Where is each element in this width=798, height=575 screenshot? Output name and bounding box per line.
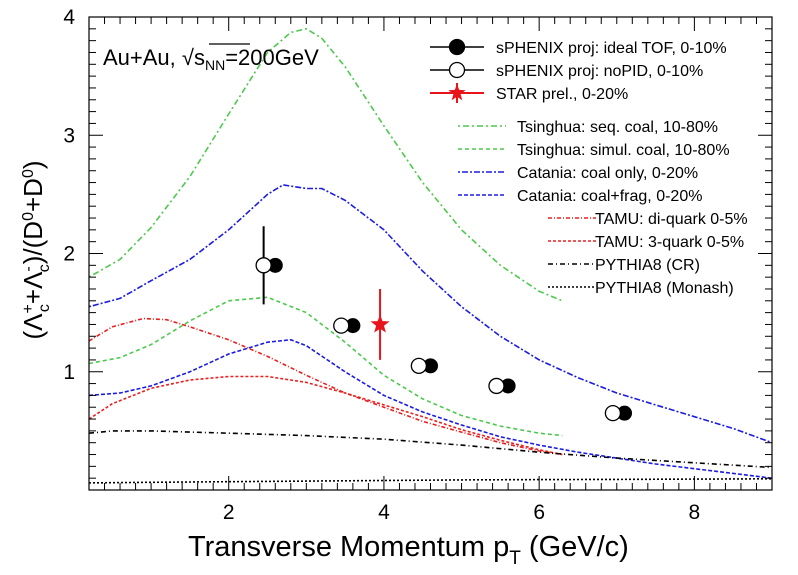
annotation-sub: NN bbox=[205, 57, 225, 73]
y-tick-label: 2 bbox=[63, 243, 75, 266]
x-axis-title-main: Transverse Momentum p bbox=[188, 531, 509, 563]
curve-pythia8-cr bbox=[88, 430, 773, 469]
markers-layer bbox=[255, 226, 633, 422]
y-axis-title: (Λ+c+Λ-c)/(D0+D0) bbox=[18, 160, 53, 339]
legend-marker-star-prel-0-20 bbox=[448, 84, 466, 101]
curve-tamu-3-quark-0-5 bbox=[88, 375, 563, 456]
legend: sPHENIX proj: ideal TOF, 0-10% sPHENIX pr… bbox=[430, 38, 748, 297]
legend-label-pythia8-monash: PYTHIA8 (Monash) bbox=[595, 280, 734, 297]
point-sphenix-proj-ideal-tof-0-10 bbox=[423, 358, 438, 374]
curve-catania-coal-only-0-20 bbox=[88, 184, 773, 444]
point-sphenix-proj-nopid-0-10 bbox=[410, 357, 428, 374]
legend-label-pythia8-cr: PYTHIA8 (CR) bbox=[595, 257, 700, 274]
point-star-prel-0-20 bbox=[370, 314, 390, 333]
axis-ticks: 2 4 6 8 1 2 3 4 bbox=[63, 6, 773, 524]
legend-label-tsinghua-simul-coal-10-80: Tsinghua: simul. coal, 10-80% bbox=[517, 142, 730, 159]
legend-label-tamu-3-quark-0-5: TAMU: 3-quark 0-5% bbox=[595, 234, 744, 251]
annotation-system: Au+Au, bbox=[103, 45, 182, 70]
y-tick-label: 1 bbox=[63, 361, 75, 384]
y-tick-label: 4 bbox=[63, 6, 75, 29]
curve-tsinghua-seq-coal-10-80 bbox=[88, 27, 563, 302]
legend-label-sphenix-proj-ideal-tof-0-10: sPHENIX proj: ideal TOF, 0-10% bbox=[496, 40, 727, 57]
x-tick-label: 6 bbox=[533, 501, 545, 524]
point-sphenix-proj-nopid-0-10 bbox=[604, 404, 622, 422]
x-tick-label: 4 bbox=[378, 501, 390, 524]
point-sphenix-proj-nopid-0-10 bbox=[255, 257, 272, 274]
y-tick-label: 3 bbox=[63, 124, 75, 147]
curves-layer bbox=[88, 27, 773, 484]
x-tick-label: 2 bbox=[223, 501, 235, 524]
point-sphenix-proj-ideal-tof-0-10 bbox=[500, 378, 516, 394]
point-sphenix-proj-ideal-tof-0-10 bbox=[267, 257, 283, 273]
annotation-s: s bbox=[194, 45, 205, 70]
legend-label-catania-coal-only-0-20: Catania: coal only, 0-20% bbox=[517, 165, 698, 182]
legend-label-tamu-di-quark-0-5: TAMU: di-quark 0-5% bbox=[595, 211, 748, 228]
y-axis-title-group: (Λ+c+Λ-c)/(D0+D0) bbox=[18, 160, 53, 339]
legend-marker-sphenix-proj-nopid-0-10 bbox=[448, 61, 466, 79]
point-sphenix-proj-ideal-tof-0-10 bbox=[617, 405, 633, 421]
legend-label-tsinghua-seq-coal-10-80: Tsinghua: seq. coal, 10-80% bbox=[517, 119, 718, 136]
point-sphenix-proj-ideal-tof-0-10 bbox=[345, 318, 361, 334]
point-sphenix-proj-nopid-0-10 bbox=[333, 317, 350, 334]
curve-pythia8-monash bbox=[88, 477, 773, 484]
annotation-energy: =200GeV bbox=[225, 45, 319, 70]
curve-catania-coal-frag-0-20 bbox=[88, 338, 773, 479]
legend-marker-sphenix-proj-ideal-tof-0-10 bbox=[448, 38, 466, 56]
x-axis-title-sub: T bbox=[509, 548, 521, 569]
legend-label-star-prel-0-20: STAR prel., 0-20% bbox=[496, 86, 628, 103]
point-sphenix-proj-nopid-0-10 bbox=[488, 377, 505, 395]
legend-label-catania-coal-frag-0-20: Catania: coal+frag, 0-20% bbox=[517, 188, 702, 205]
annotation-sqrt: √ bbox=[182, 45, 195, 70]
x-axis-title-unit: (GeV/c) bbox=[521, 531, 629, 563]
curve-tamu-di-quark-0-5 bbox=[88, 317, 563, 456]
energy-annotation: Au+Au, √sNN=200GeV bbox=[103, 45, 319, 73]
x-axis-title: Transverse Momentum pT (GeV/c) bbox=[188, 531, 629, 569]
curve-tsinghua-simul-coal-10-80 bbox=[88, 296, 563, 437]
legend-label-sphenix-proj-nopid-0-10: sPHENIX proj: noPID, 0-10% bbox=[496, 63, 703, 80]
x-tick-label: 8 bbox=[689, 501, 701, 524]
